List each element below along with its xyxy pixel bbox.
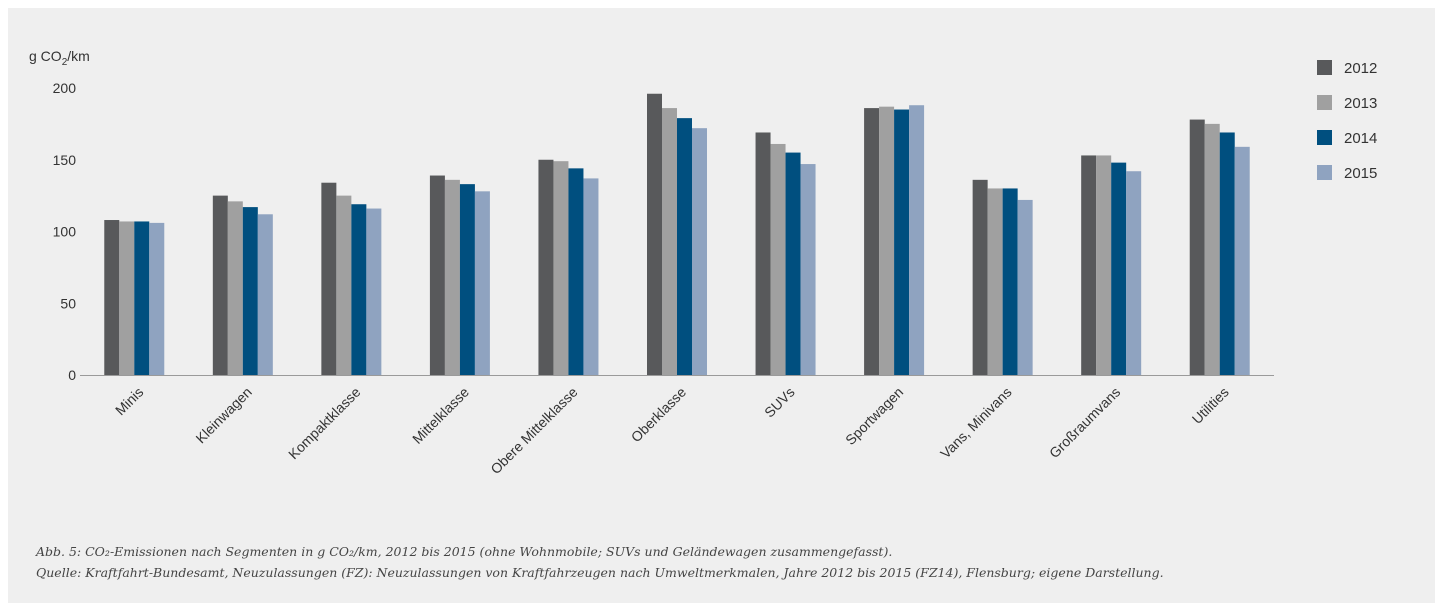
bar-2015 [474, 191, 490, 375]
legend-swatch-2014 [1317, 130, 1332, 145]
y-tick-label: 100 [53, 224, 77, 240]
bar-2014 [459, 184, 475, 375]
bar-2012 [429, 175, 445, 375]
bar-2014 [568, 168, 584, 375]
bar-2013 [987, 188, 1003, 375]
x-tick-label: Mittelklasse [409, 384, 472, 447]
bar-2014 [134, 221, 150, 375]
bar-2015 [583, 178, 599, 375]
bar-2012 [647, 93, 662, 376]
chart-panel: g CO2/km 0 50 100 150 200 Minis Kleinwagen Kom… [8, 8, 1435, 603]
y-axis-unit-label: g CO2/km [29, 48, 90, 68]
x-tick-label: Utilities [1189, 384, 1232, 427]
bar-2015 [800, 164, 816, 375]
bar-2015 [149, 222, 165, 375]
y-tick-label: 150 [53, 152, 77, 168]
x-tick-label: Oberklasse [628, 384, 690, 446]
bar-2014 [1111, 162, 1127, 375]
bar-2014 [785, 152, 801, 375]
x-tick-label: SUVs [761, 384, 798, 421]
legend-label: 2012 [1344, 60, 1377, 77]
x-tick-label: Vans, Minivans [937, 384, 1015, 462]
bar-2014 [351, 204, 367, 375]
legend-label: 2015 [1344, 165, 1377, 182]
bar-2015 [257, 214, 273, 375]
bar-2015 [1126, 171, 1142, 375]
figure-caption: Abb. 5: CO₂-Emissionen nach Segmenten in… [36, 541, 1426, 583]
bar-2013 [1096, 155, 1112, 375]
bar-2012 [864, 108, 880, 375]
legend-label: 2014 [1344, 130, 1377, 147]
x-axis-labels: Minis Kleinwagen Kompaktklasse Mittelklasse… [112, 384, 1232, 477]
bar-2013 [553, 161, 569, 375]
bar-2014 [242, 207, 258, 375]
bar-2013 [336, 195, 352, 375]
bar-2014 [1002, 188, 1018, 375]
legend-swatch-2015 [1317, 165, 1332, 180]
bar-2015 [366, 208, 382, 375]
y-axis-unit-text: g CO2/km [29, 48, 90, 68]
bar-2013 [119, 221, 135, 375]
bar-2014 [1219, 132, 1235, 375]
legend-swatch-2012 [1317, 60, 1332, 75]
caption-title: Abb. 5: CO₂-Emissionen nach Segmenten in… [36, 544, 893, 559]
bar-2014 [677, 118, 692, 375]
bar-2013 [662, 108, 677, 375]
x-tick-label: Sportwagen [842, 384, 906, 448]
bar-2013 [1204, 123, 1220, 375]
bar-2015 [909, 105, 925, 375]
legend-label: 2013 [1344, 95, 1377, 112]
bar-2012 [212, 195, 228, 375]
bar-2012 [321, 182, 337, 375]
bars-group [104, 93, 1250, 376]
x-tick-label: Kleinwagen [192, 384, 255, 447]
bar-chart: g CO2/km 0 50 100 150 200 Minis Kleinwagen Kom… [29, 48, 1377, 477]
bar-2013 [227, 201, 243, 375]
x-tick-label: Großraumvans [1046, 384, 1123, 461]
bar-2012 [1081, 155, 1097, 375]
bar-2014 [894, 109, 910, 376]
bar-2015 [1017, 199, 1033, 375]
bar-2012 [972, 179, 988, 375]
legend: 2012 2013 2014 2015 [1317, 60, 1377, 182]
y-tick-label: 200 [53, 80, 77, 96]
bar-2012 [1189, 119, 1205, 375]
y-axis: 0 50 100 150 200 [53, 80, 1274, 383]
bar-2015 [1234, 146, 1250, 375]
bar-2012 [104, 220, 120, 375]
bar-2012 [538, 159, 554, 375]
bar-2012 [755, 132, 771, 375]
caption-source: Quelle: Kraftfahrt-Bundesamt, Neuzulassu… [36, 565, 1164, 580]
y-tick-label: 0 [68, 367, 76, 383]
legend-swatch-2013 [1317, 95, 1332, 110]
x-tick-label: Obere Mittelklasse [487, 384, 580, 477]
bar-2015 [692, 128, 707, 375]
x-tick-label: Minis [112, 384, 146, 418]
x-tick-label: Kompaktklasse [285, 384, 364, 463]
bar-2013 [770, 143, 786, 375]
bar-2013 [879, 106, 895, 375]
y-tick-label: 50 [60, 295, 76, 311]
bar-2013 [444, 179, 460, 375]
